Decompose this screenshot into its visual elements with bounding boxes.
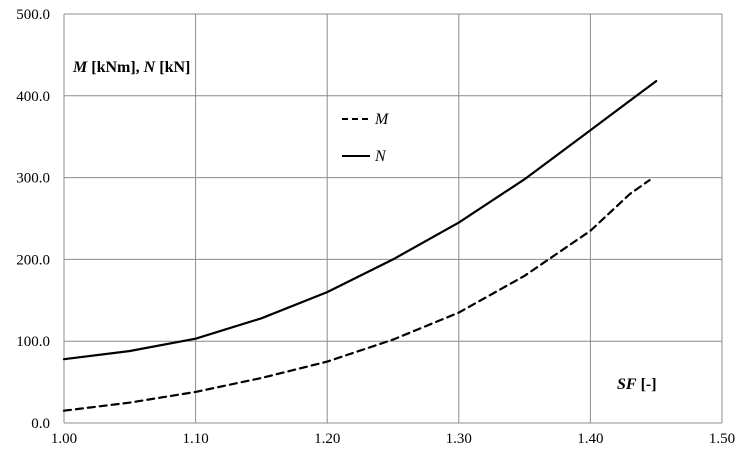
legend-label-n: N [374,148,387,165]
y-tick-label: 300.0 [16,171,50,187]
y-tick-label: 200.0 [16,252,50,268]
legend-label-m: M [374,111,390,128]
x-tick-label: 1.50 [709,431,735,447]
x-tick-label: 1.00 [51,431,77,447]
series-line-n [62,80,658,361]
y-tick-label: 500.0 [16,7,50,23]
y-tick-label: 0.0 [31,416,50,432]
x-tick-label: 1.10 [182,431,208,447]
tick-labels: 1.00 1.10 1.20 1.30 1.40 1.50 0.0 100.0 200.0 300… [16,7,735,447]
legend: M N [342,111,390,165]
y-tick-label: 100.0 [16,334,50,350]
y-tick-label: 400.0 [16,89,50,105]
x-axis-label: SF [-] [617,376,657,393]
x-tick-label: 1.40 [577,431,603,447]
x-tick-label: 1.30 [446,431,472,447]
series-lines [62,80,658,412]
x-tick-label: 1.20 [314,431,340,447]
y-axis-label: M [kNm], N [kN] [72,59,190,76]
series-line-m [62,179,651,412]
